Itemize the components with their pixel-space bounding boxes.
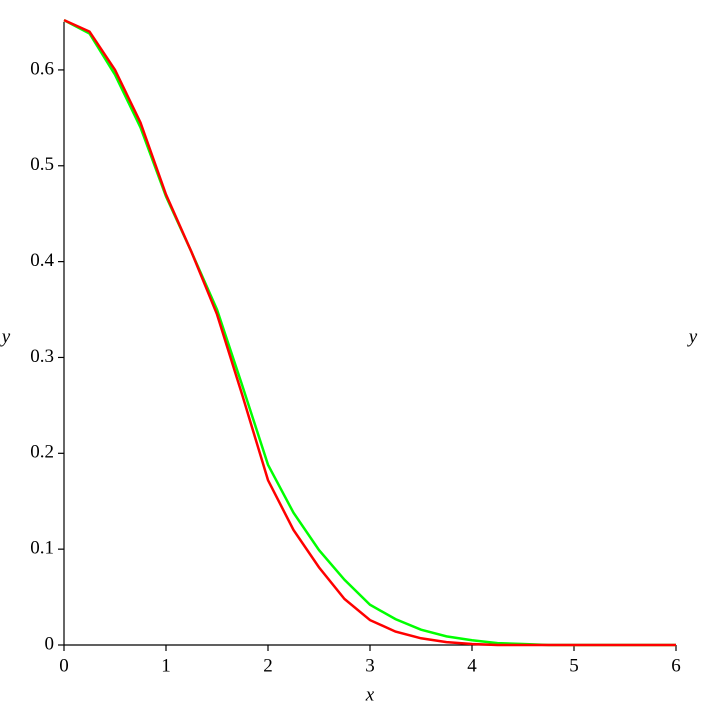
y2-axis-label: y — [687, 326, 698, 347]
y-tick-label: 0.6 — [30, 58, 54, 79]
x-tick-label: 2 — [263, 655, 273, 676]
x-tick-label: 3 — [365, 655, 375, 676]
series-line — [63, 18, 676, 647]
x-tick-label: 5 — [569, 655, 579, 676]
y-tick-label: 0.2 — [30, 442, 54, 463]
y-tick-label: 0.1 — [30, 538, 54, 559]
y-axis-label: y — [0, 326, 11, 347]
y-tick-label: 0.4 — [30, 250, 54, 271]
y-tick-label: 0.3 — [30, 346, 54, 367]
x-tick-label: 4 — [467, 655, 477, 676]
y-tick-label: 0 — [45, 633, 55, 654]
x-tick-label: 6 — [671, 655, 681, 676]
x-tick-label: 0 — [59, 655, 69, 676]
x-tick-label: 1 — [161, 655, 171, 676]
x-axis-label: x — [365, 684, 375, 705]
series-line — [63, 18, 676, 647]
y-tick-label: 0.5 — [30, 154, 54, 175]
